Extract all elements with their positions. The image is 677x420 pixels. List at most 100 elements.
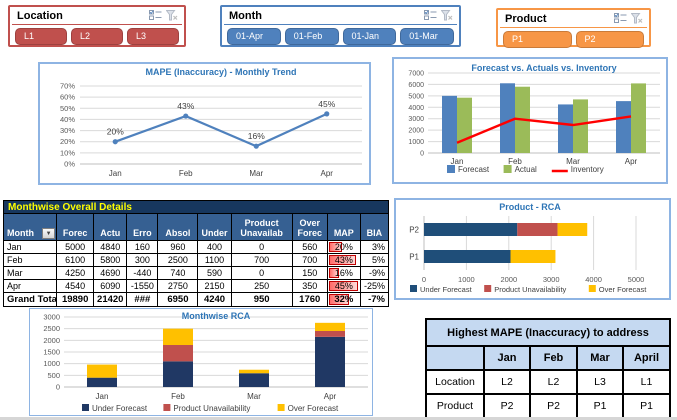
clear-filter-icon[interactable] — [631, 13, 643, 24]
svg-text:20%: 20% — [107, 127, 124, 137]
svg-text:2000: 2000 — [408, 128, 424, 135]
location-slicer-title: Location — [17, 9, 63, 22]
multi-select-icon[interactable] — [149, 10, 162, 21]
highest-row-product: Product P2 P2 P1 P1 — [425, 393, 672, 419]
svg-text:40%: 40% — [60, 115, 75, 124]
month-slicer: Month 01-Apr 01-Feb 01-Jan 01-Mar — [220, 5, 461, 47]
svg-text:Product Unavailability: Product Unavailability — [173, 404, 250, 413]
svg-text:2500: 2500 — [43, 324, 60, 333]
svg-text:Forecast vs. Actuals vs. Inven: Forecast vs. Actuals vs. Inventory — [471, 63, 616, 73]
svg-text:30%: 30% — [60, 126, 75, 135]
details-header-row: Month ▼ Forec Actu Erro Absol Under Product Una… — [2, 213, 390, 241]
details-cell-bias: -25% — [359, 279, 390, 293]
svg-text:10%: 10% — [60, 148, 75, 157]
highest-mape-table: Highest MAPE (Inaccuracy) to address Jan F… — [424, 318, 672, 419]
details-row-mar: Mar 4250 4690 -440 740 590 0 150 16% -9% — [2, 266, 390, 280]
multi-select-icon[interactable] — [614, 13, 627, 24]
details-cell: 740 — [157, 266, 199, 280]
details-cell: 4840 — [93, 240, 128, 254]
slicer-button-p1[interactable]: P1 — [503, 31, 572, 48]
highest-col-blank — [425, 345, 485, 371]
details-table-title: Monthwise Overall Details — [3, 200, 389, 213]
svg-text:Product Unavailability: Product Unavailability — [494, 285, 566, 294]
svg-text:Mar: Mar — [249, 169, 263, 178]
highest-col-feb: Feb — [529, 345, 578, 371]
svg-text:3000: 3000 — [543, 275, 560, 284]
details-cell: 300 — [126, 253, 159, 267]
details-col-8: MAP — [326, 213, 361, 241]
details-cell: 560 — [291, 240, 328, 254]
svg-text:Jan: Jan — [109, 169, 122, 178]
details-cell: 150 — [291, 266, 328, 280]
details-cell: 160 — [126, 240, 159, 254]
slicer-button-01-apr[interactable]: 01-Apr — [227, 28, 281, 45]
details-col-1: Forec — [56, 213, 95, 241]
details-cell-bias: -7% — [359, 292, 390, 307]
svg-text:500: 500 — [47, 371, 60, 380]
slicer-button-l3[interactable]: L3 — [127, 28, 179, 45]
details-col-6: Product Unavailab — [230, 213, 293, 241]
details-cell: 700 — [291, 253, 328, 267]
details-cell: 1760 — [291, 292, 328, 307]
details-cell: 2500 — [157, 253, 199, 267]
slicer-button-01-mar[interactable]: 01-Mar — [400, 28, 454, 45]
details-cell: 250 — [230, 279, 293, 293]
highest-row-location: Location L2 L2 L3 L1 — [425, 369, 672, 395]
details-cell: 4250 — [56, 266, 95, 280]
highest-col-jan: Jan — [483, 345, 531, 371]
location-slicer: Location L1 L2 L3 — [8, 5, 186, 47]
details-col-7: Over Forec — [291, 213, 328, 241]
svg-text:Jan: Jan — [96, 392, 109, 401]
details-cell: 0 — [230, 240, 293, 254]
clear-filter-icon[interactable] — [166, 10, 178, 21]
details-cell-bias: 5% — [359, 253, 390, 267]
svg-text:7000: 7000 — [408, 71, 424, 78]
highest-cell: L1 — [621, 369, 672, 395]
forecast-vs-actual-chart: 0 1000 2000 3000 4000 5000 6000 7000 Jan Feb Mar Ap… — [392, 57, 668, 184]
svg-text:Product - RCA: Product - RCA — [499, 202, 561, 212]
svg-text:Inventory: Inventory — [571, 165, 604, 174]
slicer-button-l2[interactable]: L2 — [71, 28, 123, 45]
highest-cell: L3 — [576, 369, 624, 395]
details-cell: 400 — [197, 240, 232, 254]
details-cell: 19890 — [56, 292, 95, 307]
details-cell: 350 — [291, 279, 328, 293]
svg-text:1000: 1000 — [408, 139, 424, 146]
details-col-5: Under — [197, 213, 232, 241]
details-cell-bias: -9% — [359, 266, 390, 280]
details-cell-mape: 20% — [326, 240, 361, 254]
details-row-jan: Jan 5000 4840 160 960 400 0 560 20% 3% — [2, 240, 390, 254]
multi-select-icon[interactable] — [424, 10, 437, 21]
details-cell-month: Jan — [2, 240, 58, 254]
svg-text:1000: 1000 — [43, 359, 60, 368]
svg-text:P1: P1 — [409, 253, 419, 262]
month-filter-dropdown-icon[interactable]: ▼ — [42, 228, 56, 239]
details-row-feb: Feb 6100 5800 300 2500 1100 700 700 43% 5% — [2, 253, 390, 267]
svg-text:Apr: Apr — [324, 392, 337, 401]
clear-filter-icon[interactable] — [441, 10, 453, 21]
highest-cell: P2 — [529, 393, 578, 419]
slicer-button-01-feb[interactable]: 01-Feb — [284, 28, 339, 45]
svg-text:50%: 50% — [60, 104, 75, 113]
svg-text:0%: 0% — [64, 160, 75, 169]
svg-text:3000: 3000 — [408, 116, 424, 123]
highest-col-april: April — [621, 345, 672, 371]
svg-text:1500: 1500 — [43, 348, 60, 357]
slicer-button-p2[interactable]: P2 — [575, 31, 644, 48]
svg-text:4000: 4000 — [585, 275, 602, 284]
mape-trend-chart: 0% 10% 20% 30% 40% 50% 60% 70% Jan Feb Mar Apr 20% 43… — [38, 62, 371, 185]
svg-text:16%: 16% — [248, 131, 265, 141]
svg-text:43%: 43% — [177, 101, 194, 111]
details-cell: 21420 — [93, 292, 128, 307]
svg-text:Feb: Feb — [508, 157, 522, 166]
slicer-button-01-jan[interactable]: 01-Jan — [342, 28, 397, 45]
details-cell: 2150 — [197, 279, 232, 293]
svg-text:5000: 5000 — [628, 275, 645, 284]
svg-text:60%: 60% — [60, 93, 75, 102]
svg-text:Over Forecast: Over Forecast — [599, 285, 647, 294]
details-cell: 1100 — [197, 253, 232, 267]
svg-text:2000: 2000 — [500, 275, 517, 284]
slicer-button-l1[interactable]: L1 — [15, 28, 67, 45]
details-cell: 6090 — [93, 279, 128, 293]
svg-text:5000: 5000 — [408, 93, 424, 100]
